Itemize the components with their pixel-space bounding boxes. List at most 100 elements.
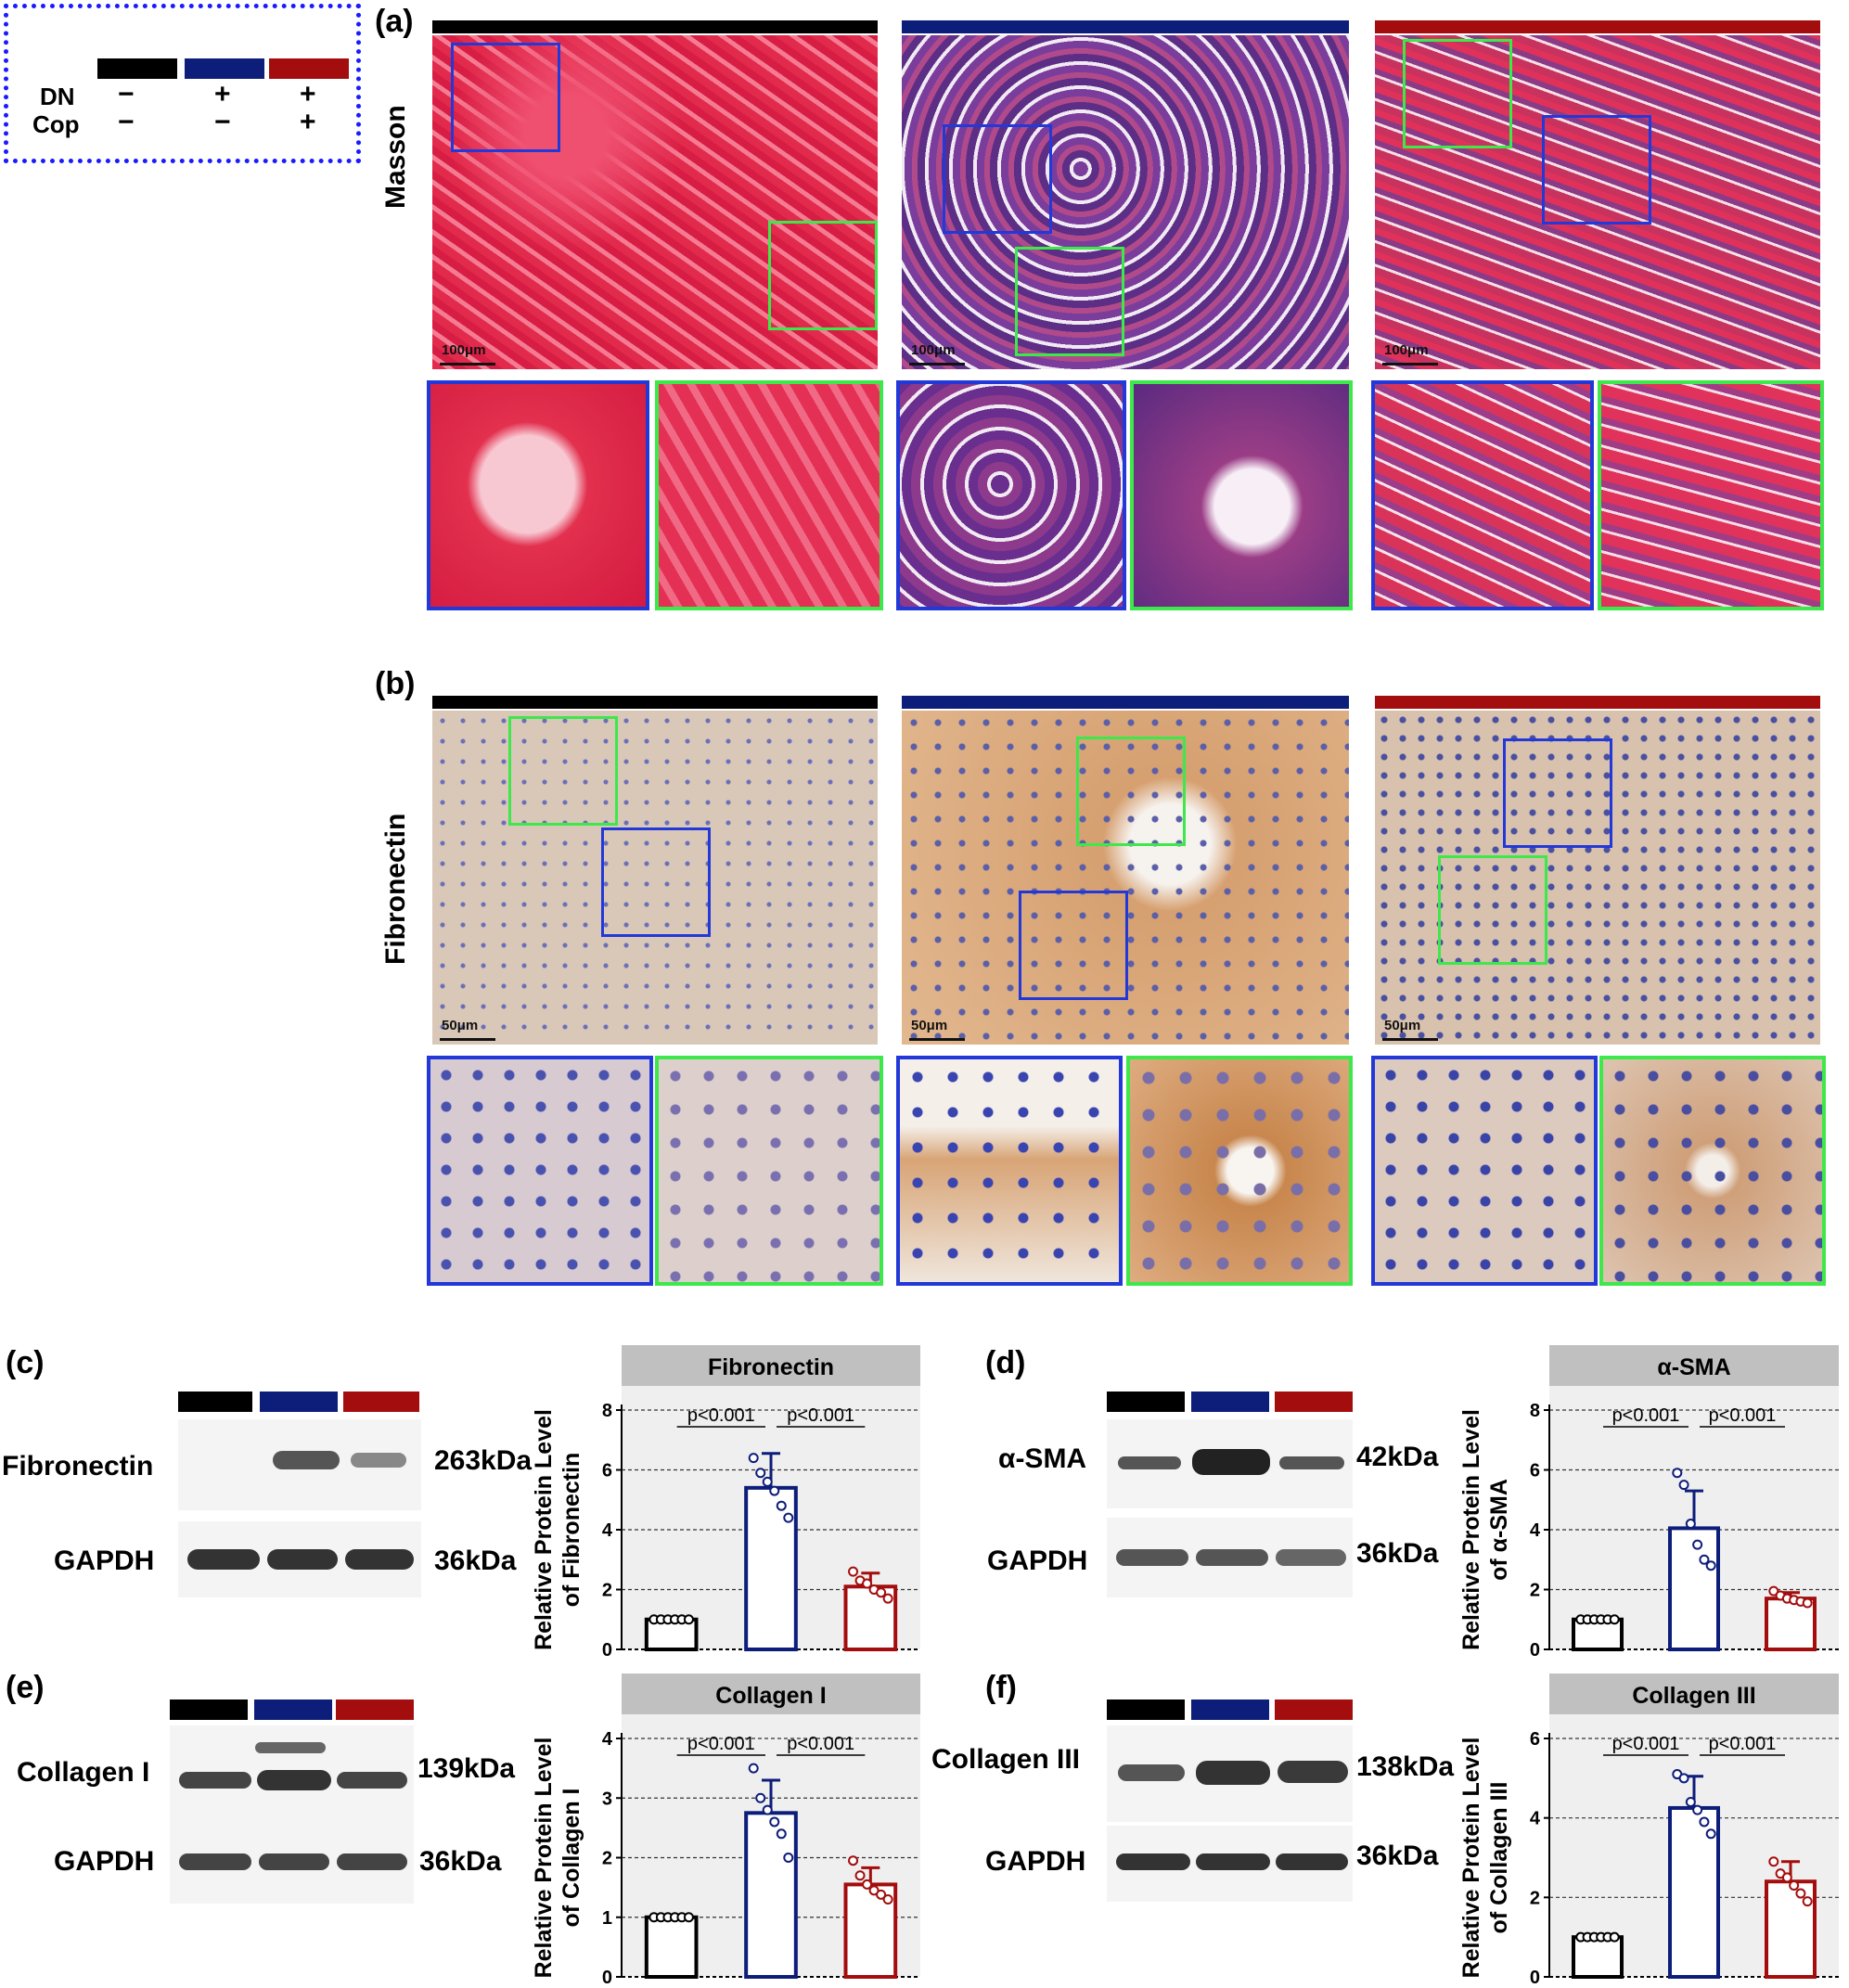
blot-d-target-kda: 42kDa xyxy=(1356,1442,1439,1472)
fibronectin-dn-zoom-green xyxy=(1126,1056,1353,1286)
data-point xyxy=(783,1853,794,1863)
blot-c-loading-label: GAPDH xyxy=(54,1546,155,1576)
y-tick-label: 2 xyxy=(602,1849,612,1869)
band xyxy=(179,1853,251,1870)
scale-bar xyxy=(1382,1038,1438,1041)
legend-bar-dn-cop xyxy=(269,58,349,79)
data-point xyxy=(1692,1539,1703,1550)
legend-row-cop-label: Cop xyxy=(32,110,80,138)
blot-e-loading-label: GAPDH xyxy=(54,1846,155,1877)
significance-label: p<0.001 xyxy=(787,1405,854,1426)
masson-dn-inset-green xyxy=(1015,247,1124,356)
band xyxy=(259,1853,329,1870)
blot-c-target-label: Fibronectin xyxy=(2,1451,154,1481)
band xyxy=(1196,1761,1270,1785)
data-point xyxy=(755,1792,766,1803)
y-tick-label: 4 xyxy=(1530,1809,1541,1829)
data-point xyxy=(876,1889,887,1900)
data-point xyxy=(1672,1468,1683,1479)
masson-control-inset-green xyxy=(768,221,878,330)
significance-label: p<0.001 xyxy=(1612,1734,1680,1754)
fibronectin-row-label: Fibronectin xyxy=(380,813,411,965)
y-tick-label: 0 xyxy=(602,1968,612,1988)
y-axis-label-line2: of α-SMA xyxy=(1486,1479,1512,1581)
y-tick-label: 2 xyxy=(602,1581,612,1601)
group-bar-dncop-a xyxy=(1375,20,1820,33)
masson-control-zoom-blue xyxy=(427,380,649,610)
fibronectin-dn-inset-blue xyxy=(1019,891,1128,1000)
y-tick-label: 4 xyxy=(1530,1520,1541,1541)
fibronectin-control-zoom-blue xyxy=(427,1056,653,1286)
blot-d-loading-kda: 36kDa xyxy=(1356,1538,1439,1569)
bar xyxy=(1572,1935,1624,1979)
y-axis-label-line1: Relative Protein Level xyxy=(1458,1409,1484,1650)
scale-label: 100μm xyxy=(1384,342,1429,358)
data-point xyxy=(1678,1480,1689,1491)
significance-label: p<0.001 xyxy=(687,1405,755,1426)
bar xyxy=(744,1485,798,1651)
data-point xyxy=(1802,1597,1813,1609)
data-point xyxy=(848,1855,859,1866)
blot-d-bar-dn xyxy=(1191,1392,1269,1412)
chart-title: α-SMA xyxy=(1657,1354,1730,1380)
legend-row-dn-label: DN xyxy=(40,83,75,110)
blot-c-bar-dn xyxy=(260,1392,338,1412)
y-tick-label: 3 xyxy=(602,1789,612,1809)
blot-c-loading-membrane xyxy=(178,1521,421,1597)
y-axis-label-line1: Relative Protein Level xyxy=(531,1738,557,1979)
fibronectin-control-zoom-green xyxy=(655,1056,883,1286)
data-point xyxy=(1795,1888,1806,1899)
data-point xyxy=(762,1476,773,1487)
chart-title: Collagen I xyxy=(715,1683,826,1709)
blot-f-bar-dncop xyxy=(1275,1699,1353,1720)
data-point xyxy=(776,1828,787,1840)
data-point xyxy=(862,1578,873,1589)
data-point xyxy=(1699,1554,1710,1565)
scale-bar xyxy=(1382,363,1438,366)
data-point xyxy=(1802,1896,1813,1907)
y-tick-label: 8 xyxy=(1530,1401,1540,1421)
blot-f-bar-dn xyxy=(1191,1699,1269,1720)
band xyxy=(1116,1549,1188,1566)
masson-dncop-inset-blue xyxy=(1542,115,1651,224)
y-axis-label-line1: Relative Protein Level xyxy=(1458,1738,1484,1979)
y-axis-label-line2: of Collagen I xyxy=(559,1789,584,1928)
masson-control-zoom-green xyxy=(655,380,883,610)
blot-c-target-membrane xyxy=(178,1419,421,1510)
fibronectin-dn-image: 50μm xyxy=(902,711,1349,1045)
data-point xyxy=(1692,1804,1703,1815)
blot-e-loading-kda: 36kDa xyxy=(419,1846,502,1877)
group-bar-control-b xyxy=(432,696,878,709)
fibronectin-control-image: 50μm xyxy=(432,711,878,1045)
blot-f-target-label: Collagen III xyxy=(931,1744,1081,1775)
legend-dn-dncop: + xyxy=(300,79,316,109)
scale-label: 100μm xyxy=(911,342,956,358)
y-tick-label: 6 xyxy=(1530,1461,1540,1481)
group-legend: DN − + + Cop − − + xyxy=(4,4,361,163)
blot-d-bar-dncop xyxy=(1275,1392,1353,1412)
chart-title-box xyxy=(1549,1674,1839,1714)
blot-f-loading-label: GAPDH xyxy=(985,1846,1086,1877)
band xyxy=(1278,1761,1348,1783)
significance-label: p<0.001 xyxy=(1709,1405,1777,1426)
data-point xyxy=(1768,1585,1779,1597)
masson-dncop-zoom-blue xyxy=(1371,380,1594,610)
blot-d-target-membrane xyxy=(1107,1419,1353,1508)
blot-f-loading-kda: 36kDa xyxy=(1356,1841,1439,1871)
group-bar-dn-b xyxy=(902,696,1349,709)
blot-e-target-kda: 139kDa xyxy=(417,1753,516,1784)
data-point xyxy=(1609,1931,1620,1943)
fibronectin-dncop-inset-blue xyxy=(1503,738,1612,848)
y-tick-label: 0 xyxy=(602,1640,612,1661)
scale-bar xyxy=(440,1038,495,1041)
blot-e-target-membrane xyxy=(170,1725,414,1833)
legend-cop-dncop: + xyxy=(300,107,316,137)
scale-label: 50μm xyxy=(442,1018,479,1033)
legend-dn-dn: + xyxy=(214,79,231,109)
blot-e-loading-membrane xyxy=(170,1820,414,1904)
y-tick-label: 8 xyxy=(602,1401,612,1421)
group-bar-control-a xyxy=(432,20,878,33)
chart-fibronectin: Fibronectin 0 2 4 6 8 Relative Protein Level of… xyxy=(531,1345,920,1661)
group-bar-dn-a xyxy=(902,20,1349,33)
blot-d-loading-membrane xyxy=(1107,1518,1353,1597)
